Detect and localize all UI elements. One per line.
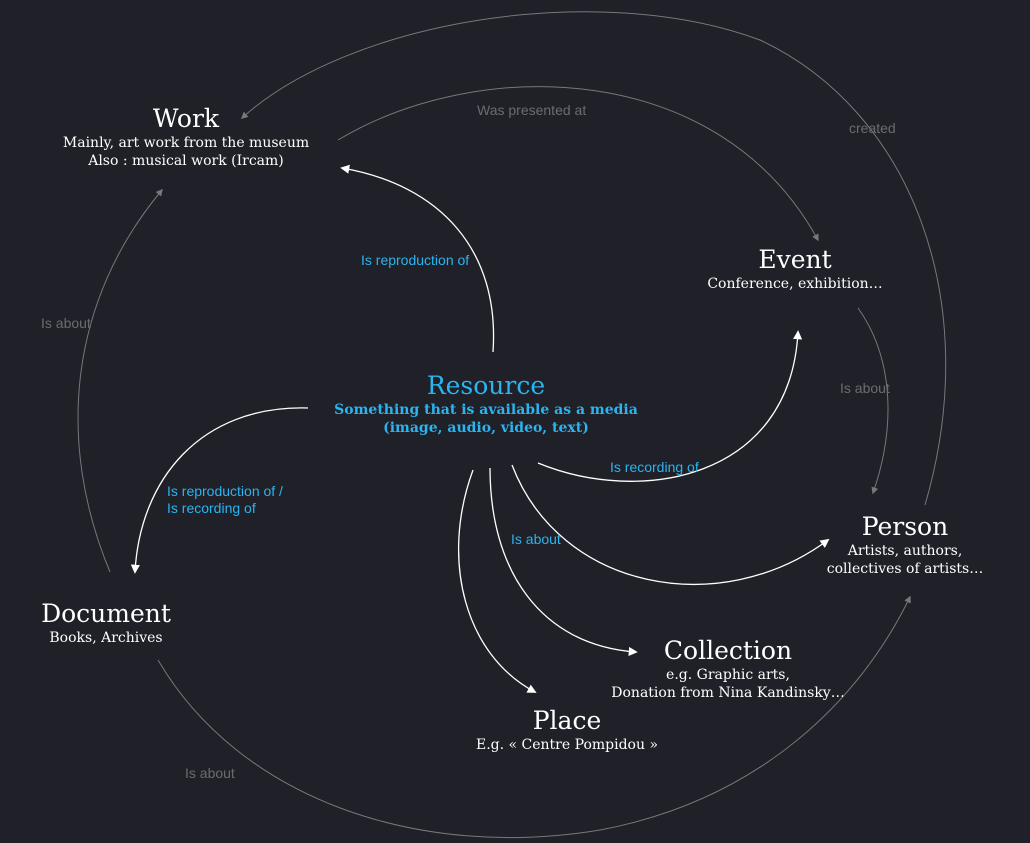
node-event-desc-line1: Conference, exhibition… [707, 276, 883, 292]
node-work: Work Mainly, art work from the museum Al… [63, 104, 309, 170]
node-collection: Collection e.g. Graphic arts, Donation f… [611, 636, 844, 702]
edge-work-presented-at-event [337, 86, 819, 242]
label-document-about-work: Is about [41, 315, 91, 331]
node-person-desc-line1: Artists, authors, [847, 543, 963, 559]
node-place: Place E.g. « Centre Pompidou » [476, 706, 658, 754]
label-resource-is-about: Is about [511, 531, 561, 547]
label-reproduction-recording-line2: Is recording of [167, 500, 256, 516]
edge-document-about-work [77, 188, 163, 573]
node-resource-title: Resource [426, 371, 546, 400]
node-work-title: Work [152, 104, 220, 133]
label-reproduction-recording-line1: Is reproduction of / [167, 483, 283, 499]
label-document-about-person: Is about [185, 765, 235, 781]
edge-resource-about-collection [489, 467, 638, 657]
edge-resource-recording-of-event [537, 330, 803, 482]
node-document: Document Books, Archives [41, 599, 171, 647]
edge-resource-reproduction-or-recording-of-document [130, 407, 309, 574]
edge-document-about-person [157, 595, 911, 839]
edge-resource-reproduction-of-work [340, 164, 495, 353]
node-person-desc-line2: collectives of artists… [826, 561, 984, 577]
node-resource-desc-line2: (image, audio, video, text) [383, 420, 589, 436]
node-place-desc-line1: E.g. « Centre Pompidou » [475, 737, 659, 753]
edge-event-about-person [857, 307, 889, 495]
edge-resource-about-place [457, 469, 537, 693]
edge-person-created-work [240, 11, 947, 506]
edge-resource-about-person [511, 464, 830, 586]
node-event: Event Conference, exhibition… [707, 245, 882, 293]
node-resource-desc-line1: Something that is available as a media [334, 402, 638, 418]
label-is-reproduction-of: Is reproduction of [361, 252, 470, 268]
node-resource: Resource Something that is available as … [334, 371, 638, 437]
node-document-desc-line1: Books, Archives [49, 630, 163, 646]
node-person: Person Artists, authors, collectives of … [827, 512, 983, 578]
node-work-desc-line1: Mainly, art work from the museum [62, 135, 310, 151]
node-collection-desc-line1: e.g. Graphic arts, [666, 667, 790, 683]
node-document-title: Document [41, 599, 171, 628]
node-work-desc-line2: Also : musical work (Ircam) [88, 153, 284, 169]
label-was-presented-at: Was presented at [477, 102, 587, 118]
node-person-title: Person [861, 512, 949, 541]
node-collection-desc-line2: Donation from Nina Kandinsky… [611, 685, 845, 701]
label-is-recording-of: Is recording of [610, 459, 699, 475]
node-event-title: Event [758, 245, 832, 274]
label-event-about-person: Is about [840, 380, 890, 396]
node-place-title: Place [532, 706, 602, 735]
node-collection-title: Collection [663, 636, 793, 665]
label-created: created [849, 120, 896, 136]
